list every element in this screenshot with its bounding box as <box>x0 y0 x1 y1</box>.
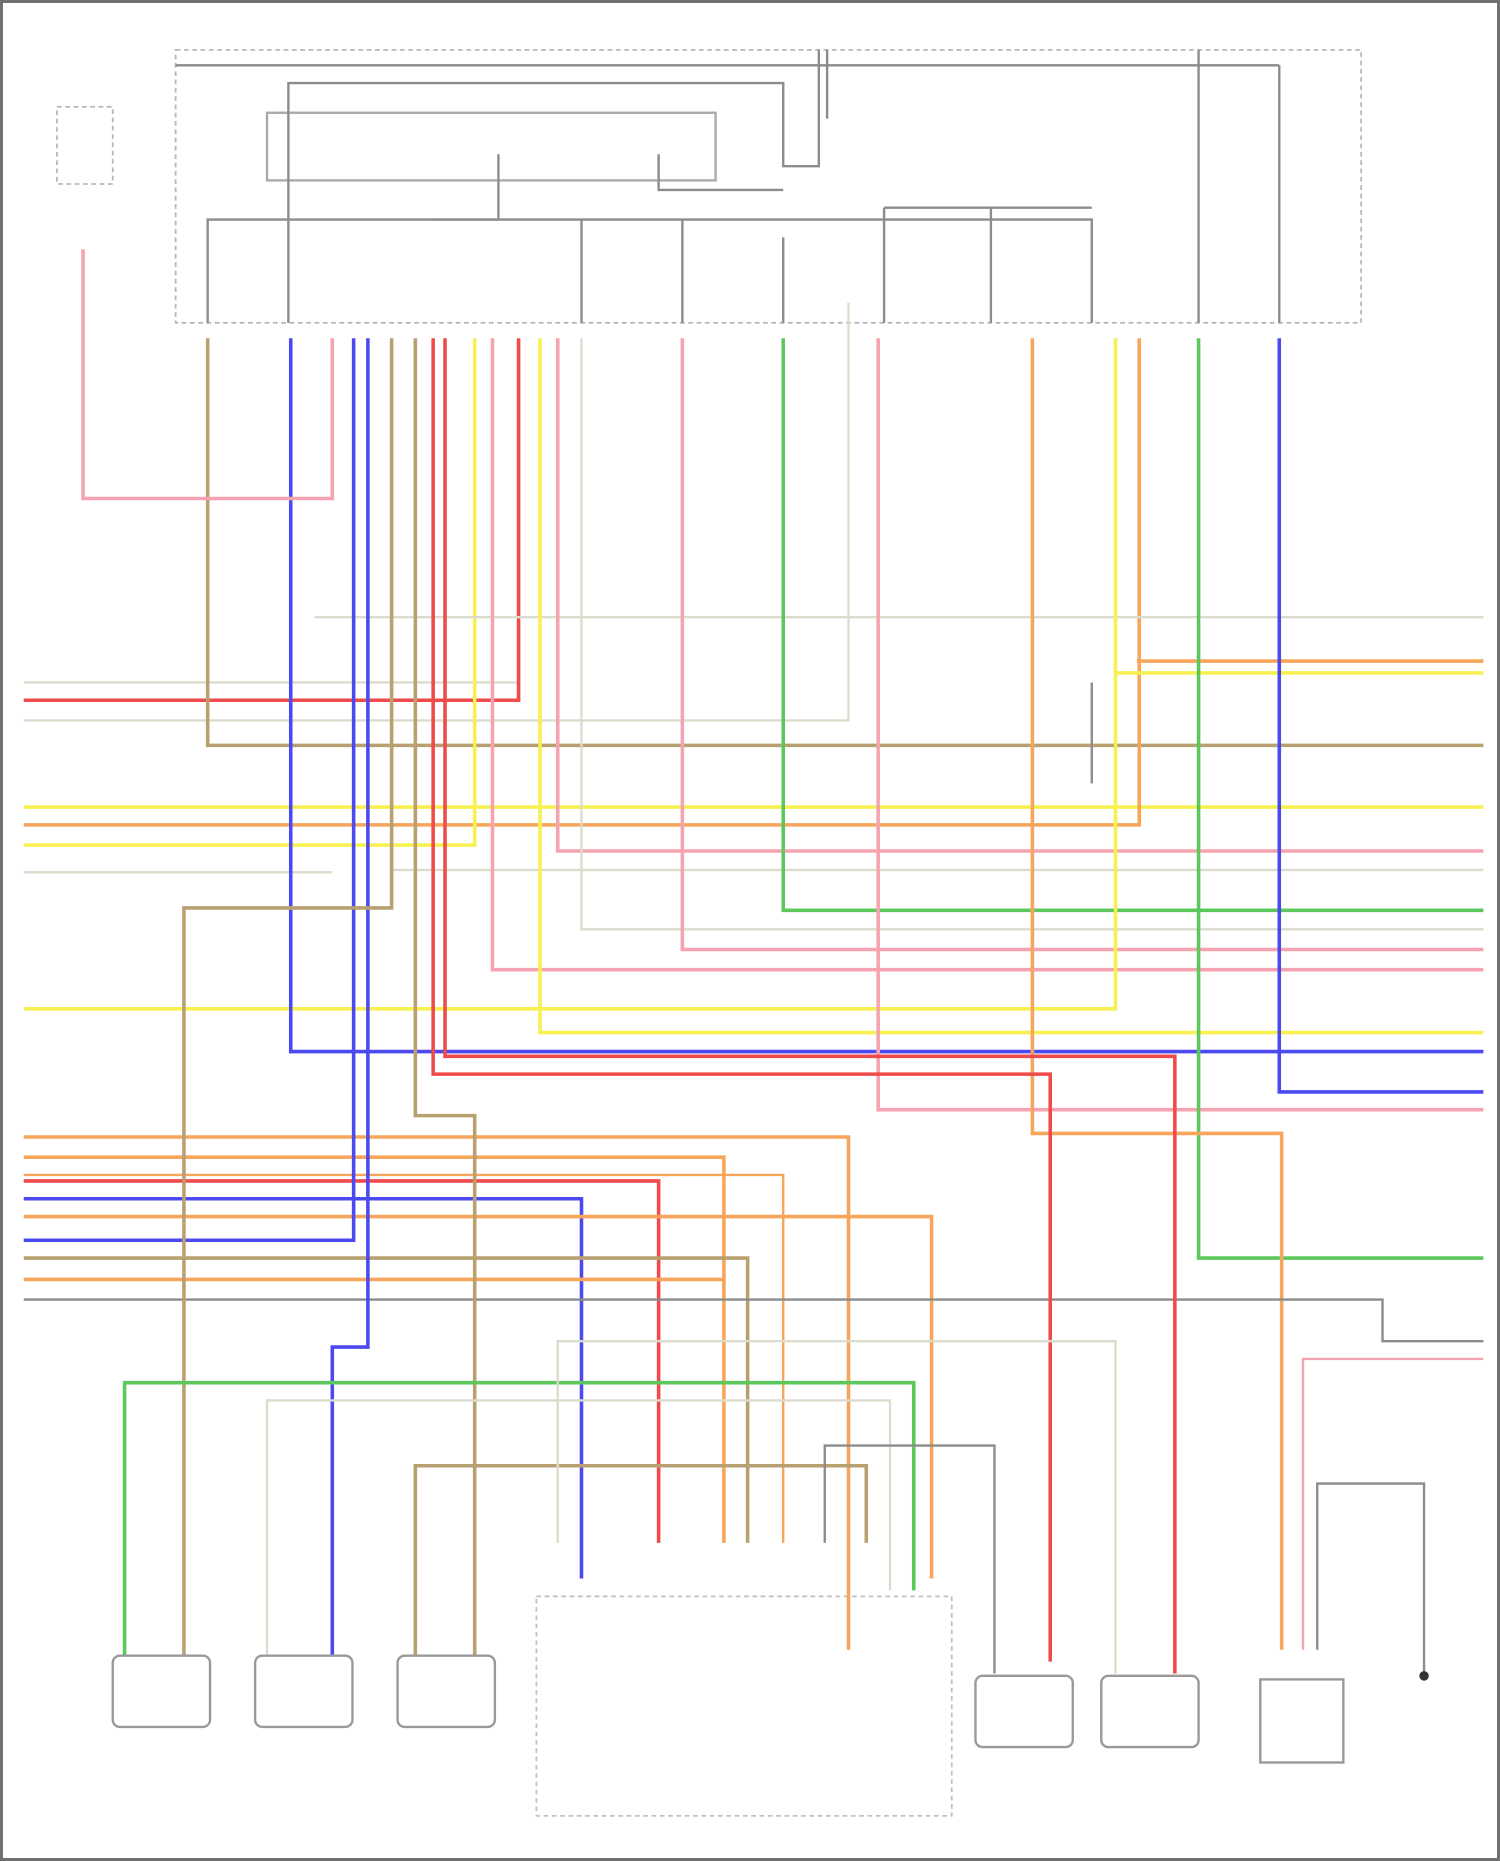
wire-yellow <box>538 338 1484 1035</box>
wire-gray <box>657 154 784 192</box>
sensor-1-connector <box>111 1654 212 1729</box>
wire-gray <box>23 1298 1484 1343</box>
wire-pink <box>876 338 1484 1112</box>
wire-light <box>580 338 1484 931</box>
wire-tan <box>205 338 1484 748</box>
wire-orange <box>23 338 1142 827</box>
wire-pink <box>81 249 335 501</box>
ground-point-icon <box>1419 1671 1429 1681</box>
wire-gray <box>823 1444 996 1674</box>
wire-blue <box>330 338 370 1662</box>
sensor-5-connector <box>1100 1674 1200 1749</box>
components <box>111 1654 1429 1764</box>
wire-pink <box>555 338 1484 853</box>
wire-orange <box>23 1214 934 1579</box>
wire-gray <box>287 49 821 323</box>
sensor-outline <box>56 105 114 185</box>
sensor-4-connector <box>974 1674 1074 1749</box>
wire-pink <box>490 338 1484 972</box>
wire-green <box>1196 338 1484 1260</box>
connector-block-outline <box>535 1595 953 1817</box>
wire-light <box>556 1339 1117 1674</box>
wire-red <box>23 1179 661 1543</box>
wire-gray <box>1316 1482 1426 1674</box>
wire-pink <box>680 338 1484 952</box>
wire-orange <box>23 1173 785 1543</box>
wire-orange <box>23 1155 726 1543</box>
wire-blue <box>1277 338 1484 1094</box>
wire-light <box>23 302 850 722</box>
wire-blue <box>23 1196 584 1579</box>
wire-yellow <box>23 338 1118 1011</box>
wire-yellow <box>23 338 477 847</box>
wire-green <box>122 1380 916 1662</box>
sensor-3-connector <box>396 1654 497 1729</box>
sensor-6-connector <box>1259 1678 1345 1764</box>
wire-tan <box>413 1463 869 1662</box>
wire-light <box>265 1399 892 1662</box>
wire-red <box>23 338 521 703</box>
wire-pink <box>1301 1357 1484 1650</box>
wire-orange <box>1030 338 1284 1650</box>
wire-blue <box>288 338 1484 1054</box>
wire-blue <box>23 338 356 1243</box>
wire-orange <box>23 1135 851 1650</box>
sensor-2-connector <box>253 1654 354 1729</box>
wire-gray <box>433 218 1093 323</box>
wire-red <box>443 338 1177 1674</box>
wire-green <box>781 338 1484 913</box>
wire-tan <box>23 1256 750 1543</box>
wire-red <box>431 338 1053 1662</box>
wire-tan <box>182 338 394 1662</box>
internal-switch-box <box>265 111 717 182</box>
wire-gray <box>206 218 499 323</box>
wires <box>23 49 1484 1674</box>
wire-tan <box>413 338 477 1662</box>
control-module-outline <box>174 48 1363 324</box>
